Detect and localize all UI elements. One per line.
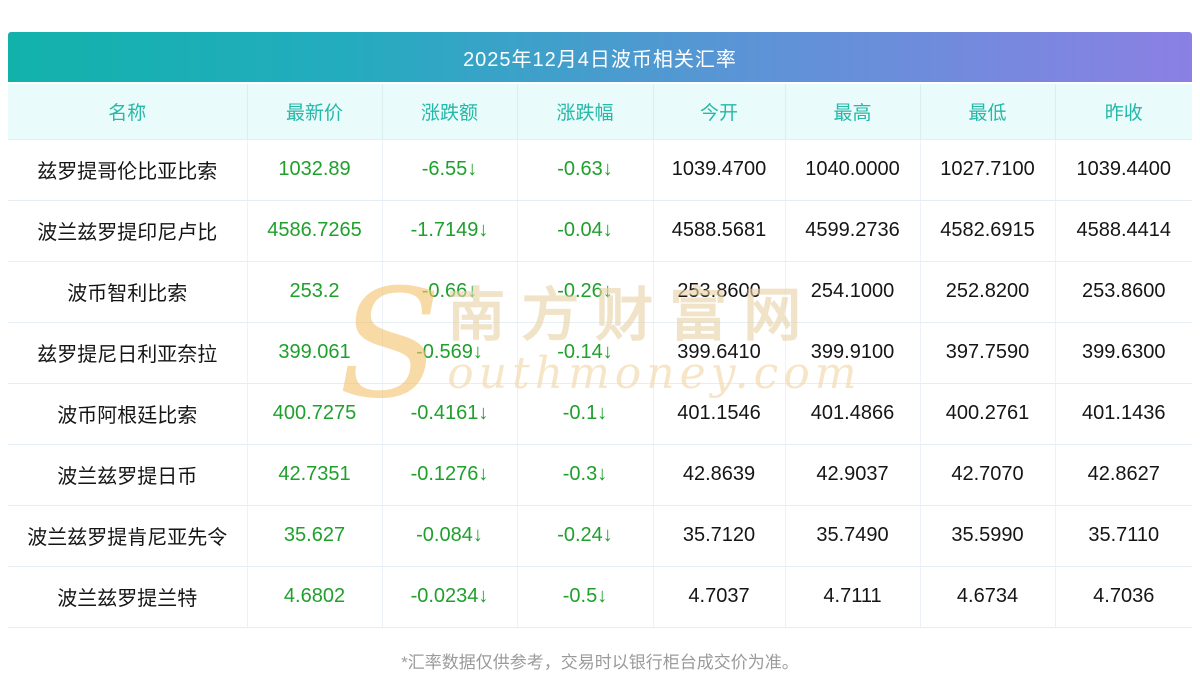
high-price: 401.4866: [785, 383, 921, 445]
currency-pair-name: 波兰兹罗提兰特: [8, 566, 248, 628]
currency-pair-name: 波币阿根廷比索: [8, 383, 248, 445]
table-row: 波兰兹罗提印尼卢比 4586.7265 -1.7149↓ -0.04↓ 4588…: [8, 200, 1192, 262]
change-amount: -0.0234↓: [382, 566, 518, 628]
low-price: 4582.6915: [920, 200, 1056, 262]
change-percent: -0.26↓: [517, 261, 654, 323]
prev-close-price: 399.6300: [1055, 322, 1192, 384]
low-price: 42.7070: [920, 444, 1056, 506]
prev-close-price: 253.8600: [1055, 261, 1192, 323]
table-row: 波兰兹罗提日币 42.7351 -0.1276↓ -0.3↓ 42.8639 4…: [8, 444, 1192, 506]
open-price: 42.8639: [653, 444, 786, 506]
change-amount: -6.55↓: [382, 139, 518, 201]
open-price: 1039.4700: [653, 139, 786, 201]
currency-pair-name: 波兰兹罗提肯尼亚先令: [8, 505, 248, 567]
change-percent: -0.63↓: [517, 139, 654, 201]
high-price: 35.7490: [785, 505, 921, 567]
prev-close-price: 1039.4400: [1055, 139, 1192, 201]
low-price: 252.8200: [920, 261, 1056, 323]
latest-price: 1032.89: [247, 139, 383, 201]
change-percent: -0.04↓: [517, 200, 654, 262]
exchange-rate-table: 名称 最新价 涨跌额 涨跌幅 今开 最高 最低 昨收 兹罗提哥伦比亚比索 103…: [8, 84, 1192, 628]
low-price: 400.2761: [920, 383, 1056, 445]
table-header-row: 名称 最新价 涨跌额 涨跌幅 今开 最高 最低 昨收: [8, 84, 1192, 140]
low-price: 4.6734: [920, 566, 1056, 628]
latest-price: 4.6802: [247, 566, 383, 628]
table-header: 名称 最新价 涨跌额 涨跌幅 今开 最高 最低 昨收: [8, 84, 1192, 140]
table-row: 波币阿根廷比索 400.7275 -0.4161↓ -0.1↓ 401.1546…: [8, 383, 1192, 445]
open-price: 35.7120: [653, 505, 786, 567]
currency-pair-name: 波兰兹罗提日币: [8, 444, 248, 506]
high-price: 399.9100: [785, 322, 921, 384]
table-row: 波币智利比索 253.2 -0.66↓ -0.26↓ 253.8600 254.…: [8, 261, 1192, 323]
column-header-open: 今开: [653, 84, 786, 140]
low-price: 35.5990: [920, 505, 1056, 567]
open-price: 253.8600: [653, 261, 786, 323]
latest-price: 35.627: [247, 505, 383, 567]
table-body: 兹罗提哥伦比亚比索 1032.89 -6.55↓ -0.63↓ 1039.470…: [8, 139, 1192, 628]
page-title: 2025年12月4日波币相关汇率: [8, 32, 1192, 82]
currency-pair-name: 波兰兹罗提印尼卢比: [8, 200, 248, 262]
column-header-name: 名称: [8, 84, 248, 140]
column-header-high: 最高: [785, 84, 921, 140]
high-price: 1040.0000: [785, 139, 921, 201]
high-price: 4.7111: [785, 566, 921, 628]
latest-price: 42.7351: [247, 444, 383, 506]
latest-price: 400.7275: [247, 383, 383, 445]
open-price: 401.1546: [653, 383, 786, 445]
high-price: 254.1000: [785, 261, 921, 323]
currency-pair-name: 兹罗提哥伦比亚比索: [8, 139, 248, 201]
change-amount: -0.084↓: [382, 505, 518, 567]
disclaimer-footnote: *汇率数据仅供参考，交易时以银行柜台成交价为准。: [401, 653, 799, 672]
prev-close-price: 401.1436: [1055, 383, 1192, 445]
change-percent: -0.3↓: [517, 444, 654, 506]
latest-price: 4586.7265: [247, 200, 383, 262]
table-row: 兹罗提尼日利亚奈拉 399.061 -0.569↓ -0.14↓ 399.641…: [8, 322, 1192, 384]
column-header-latest-price: 最新价: [247, 84, 383, 140]
open-price: 4588.5681: [653, 200, 786, 262]
column-header-prev-close: 昨收: [1055, 84, 1192, 140]
low-price: 1027.7100: [920, 139, 1056, 201]
prev-close-price: 35.7110: [1055, 505, 1192, 567]
change-amount: -0.569↓: [382, 322, 518, 384]
table-row: 波兰兹罗提肯尼亚先令 35.627 -0.084↓ -0.24↓ 35.7120…: [8, 505, 1192, 567]
page-title-text: 2025年12月4日波币相关汇率: [463, 48, 737, 71]
currency-pair-name: 兹罗提尼日利亚奈拉: [8, 322, 248, 384]
column-header-low: 最低: [920, 84, 1056, 140]
change-percent: -0.24↓: [517, 505, 654, 567]
change-amount: -1.7149↓: [382, 200, 518, 262]
currency-pair-name: 波币智利比索: [8, 261, 248, 323]
change-percent: -0.5↓: [517, 566, 654, 628]
high-price: 42.9037: [785, 444, 921, 506]
table-row: 波兰兹罗提兰特 4.6802 -0.0234↓ -0.5↓ 4.7037 4.7…: [8, 566, 1192, 628]
prev-close-price: 4.7036: [1055, 566, 1192, 628]
low-price: 397.7590: [920, 322, 1056, 384]
prev-close-price: 42.8627: [1055, 444, 1192, 506]
open-price: 399.6410: [653, 322, 786, 384]
column-header-change-amount: 涨跌额: [382, 84, 518, 140]
change-percent: -0.1↓: [517, 383, 654, 445]
latest-price: 253.2: [247, 261, 383, 323]
high-price: 4599.2736: [785, 200, 921, 262]
open-price: 4.7037: [653, 566, 786, 628]
table-row: 兹罗提哥伦比亚比索 1032.89 -6.55↓ -0.63↓ 1039.470…: [8, 139, 1192, 201]
prev-close-price: 4588.4414: [1055, 200, 1192, 262]
change-amount: -0.4161↓: [382, 383, 518, 445]
change-amount: -0.1276↓: [382, 444, 518, 506]
column-header-change-percent: 涨跌幅: [517, 84, 654, 140]
latest-price: 399.061: [247, 322, 383, 384]
change-amount: -0.66↓: [382, 261, 518, 323]
change-percent: -0.14↓: [517, 322, 654, 384]
